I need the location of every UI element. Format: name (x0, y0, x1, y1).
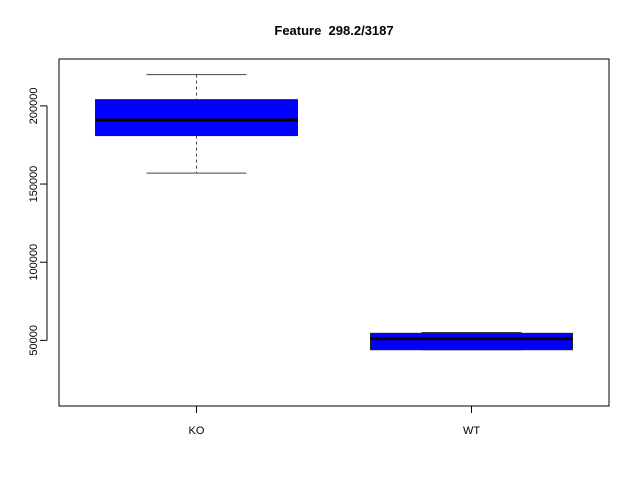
y-axis: 50000 100000 150000 200000 (28, 88, 48, 356)
y-tick-label: 100000 (28, 244, 40, 281)
boxes (95, 74, 573, 351)
x-axis: KO WT (189, 405, 480, 437)
box-wt (370, 332, 573, 351)
y-tick-label: 200000 (28, 88, 40, 125)
x-tick-label-wt: WT (463, 425, 480, 437)
y-tick-label: 150000 (28, 166, 40, 203)
x-tick-label-ko: KO (189, 425, 205, 437)
y-tick-label: 50000 (28, 325, 40, 356)
box-ko (95, 99, 298, 137)
chart-title: Feature 298.2/3187 (274, 23, 393, 38)
